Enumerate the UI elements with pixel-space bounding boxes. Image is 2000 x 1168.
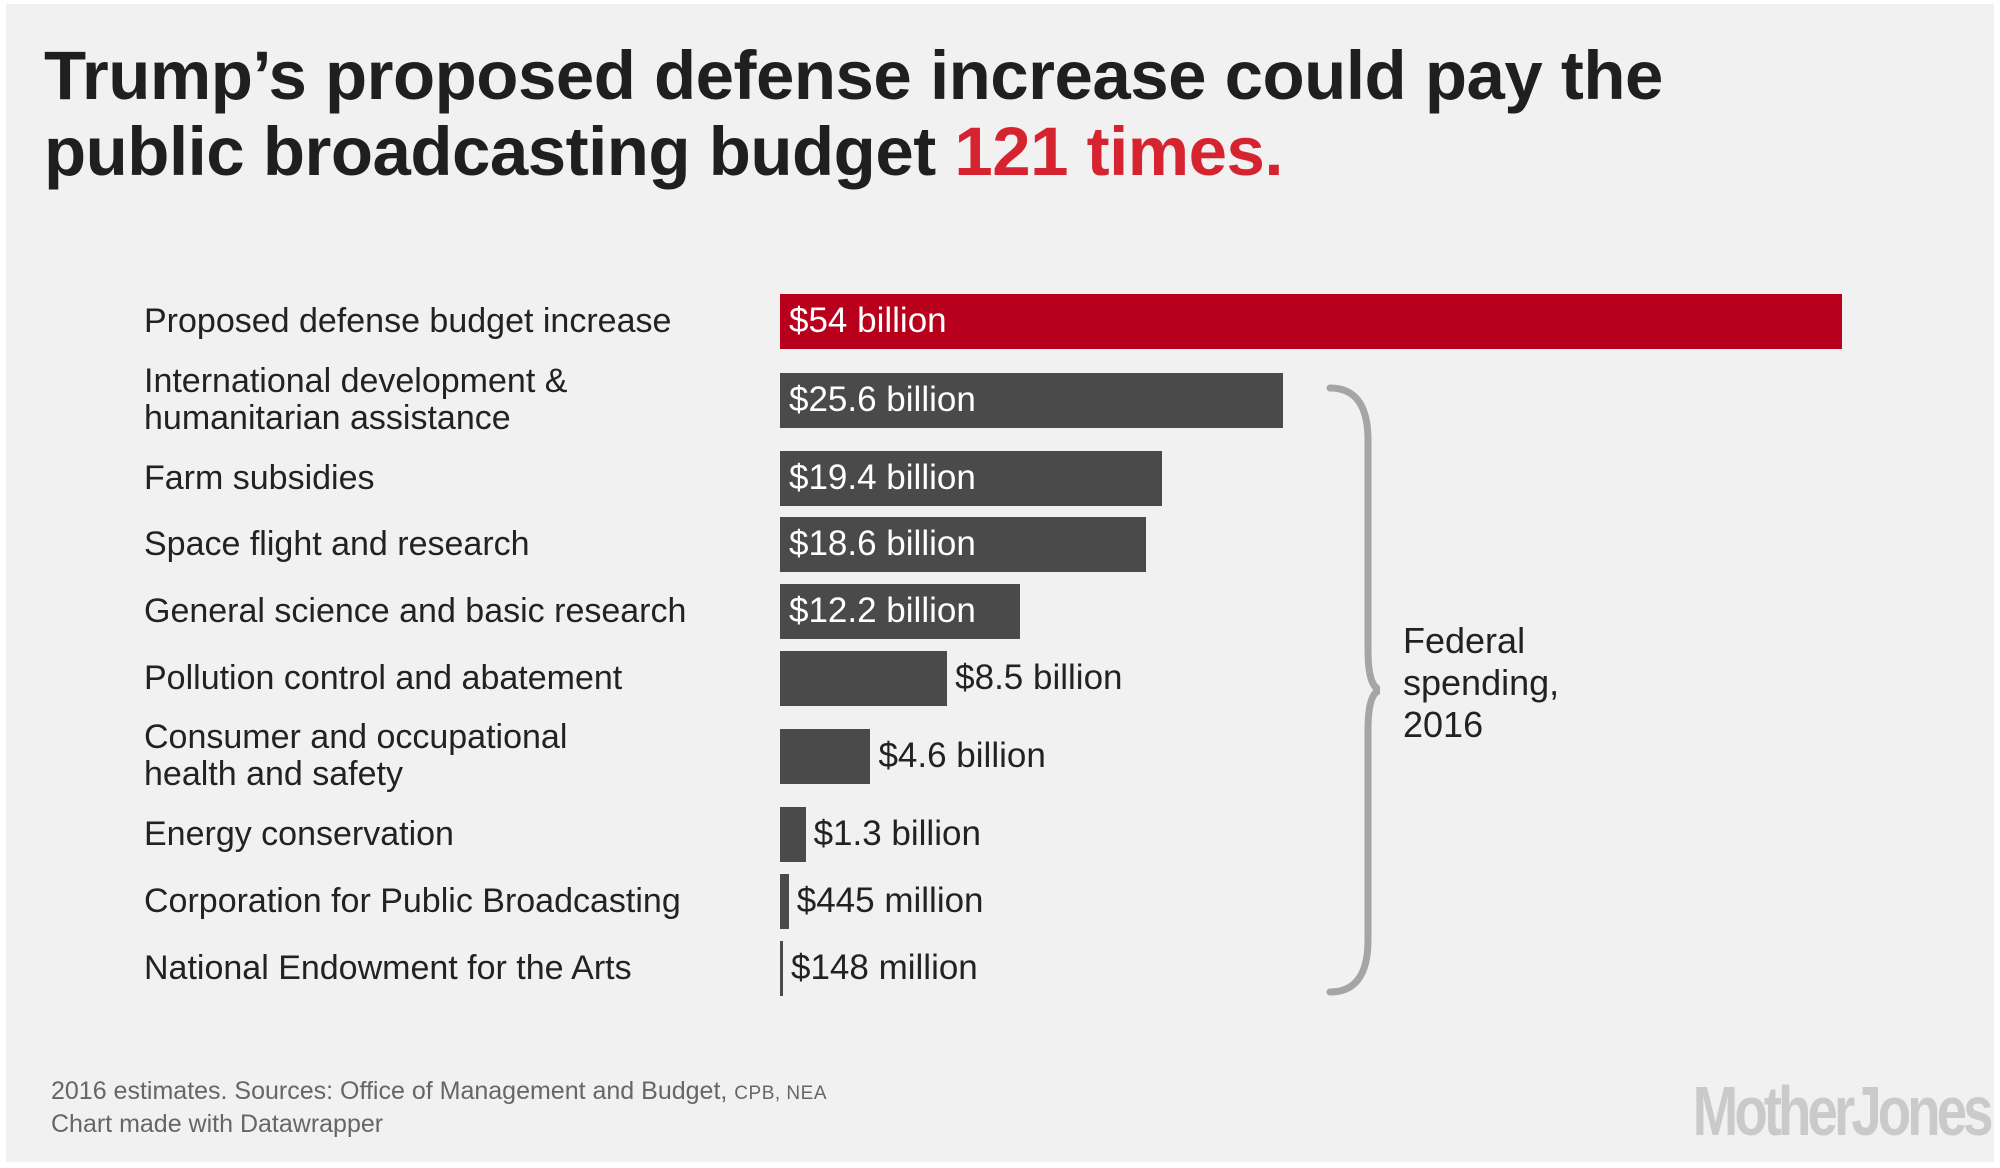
category-label: National Endowment for the Arts: [144, 948, 632, 987]
title-highlight: 121 times.: [954, 113, 1284, 190]
bar: [780, 873, 789, 929]
bar-value-label: $1.3 billion: [813, 814, 981, 853]
category-label-line: Pollution control and abatement: [144, 658, 623, 697]
category-label-line: health and safety: [144, 755, 403, 793]
category-label: Consumer and occupational health and safe…: [144, 719, 567, 793]
credit-line: Chart made with Datawrapper: [51, 1110, 384, 1138]
bar: [780, 650, 948, 706]
category-label-line: Corporation for Public Broadcasting: [144, 881, 681, 920]
category-label-line: Energy conservation: [144, 814, 454, 853]
category-label-line: Proposed defense budget increase: [144, 301, 672, 340]
bar: [780, 372, 1284, 428]
bar: [780, 806, 806, 862]
category-label-line: International development &: [144, 362, 568, 400]
bar-value-label: $4.6 billion: [878, 736, 1046, 775]
bar-value-label: $25.6 billion: [789, 380, 976, 419]
bar-value-label: $18.6 billion: [789, 524, 976, 563]
category-label: Energy conservation: [144, 814, 454, 853]
bar-value-label: $54 billion: [789, 301, 947, 340]
category-label: Proposed defense budget increase: [144, 301, 672, 340]
source-notes: 2016 estimates. Sources: Office of Manag…: [51, 1076, 827, 1140]
bar: [780, 293, 1842, 349]
category-label-line: humanitarian assistance: [144, 399, 511, 437]
bar: [780, 728, 871, 784]
title-line-1: Trump’s proposed defense increase could …: [44, 37, 1663, 114]
bar-value-label: $19.4 billion: [789, 458, 976, 497]
group-annotation-line: 2016: [1403, 704, 1484, 745]
title-line-2: public broadcasting budget: [44, 113, 936, 190]
source-line: 2016 estimates. Sources: Office of Manag…: [51, 1076, 827, 1109]
bar: [780, 516, 1146, 572]
bar: [780, 940, 783, 996]
category-label-line: Consumer and occupational: [144, 718, 568, 756]
category-label: International development & humanitarian …: [144, 363, 567, 437]
bar: [780, 450, 1162, 506]
group-annotation: Federal spending, 2016: [1403, 620, 1559, 746]
brace-icon: [1326, 384, 1380, 996]
category-label-line: Farm subsidies: [144, 458, 375, 497]
bar-value-label: $8.5 billion: [955, 658, 1123, 697]
group-annotation-line: Federal: [1403, 620, 1526, 661]
chart-title: Trump’s proposed defense increase could …: [44, 38, 1944, 190]
mother-jones-logo: MotherJones: [1693, 1072, 1994, 1150]
category-label: Space flight and research: [144, 524, 530, 563]
bar-value-label: $12.2 billion: [789, 591, 976, 630]
category-label-line: National Endowment for the Arts: [144, 948, 632, 987]
category-label: General science and basic research: [144, 591, 687, 630]
source-smallcaps: CPB, NEA: [734, 1083, 827, 1104]
category-label: Pollution control and abatement: [144, 658, 623, 697]
category-label: Farm subsidies: [144, 458, 375, 497]
group-annotation-line: spending,: [1403, 662, 1560, 703]
bar-value-label: $445 million: [796, 881, 984, 920]
category-label: Corporation for Public Broadcasting: [144, 881, 681, 920]
chart-card: [6, 4, 1994, 1162]
source-text: 2016 estimates. Sources: Office of Manag…: [51, 1077, 728, 1105]
bar: [780, 583, 1020, 639]
category-label-line: General science and basic research: [144, 591, 687, 630]
category-label-line: Space flight and research: [144, 524, 530, 563]
bar-value-label: $148 million: [791, 948, 978, 987]
